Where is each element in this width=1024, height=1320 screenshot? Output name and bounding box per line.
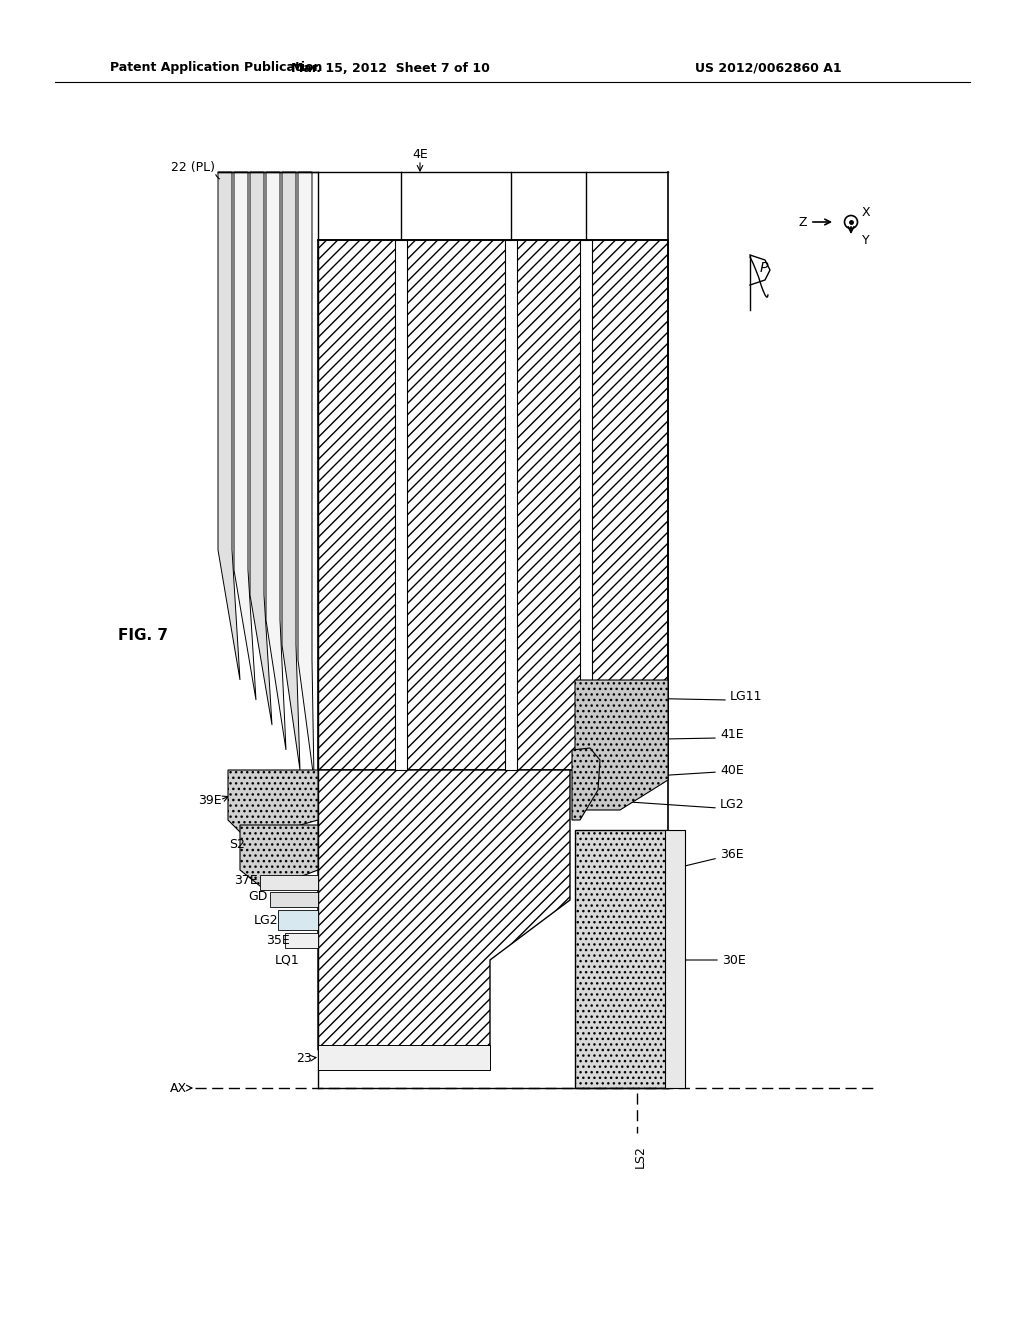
Polygon shape bbox=[318, 770, 570, 1049]
Text: 40E: 40E bbox=[720, 763, 743, 776]
Text: 23: 23 bbox=[296, 1052, 312, 1064]
Text: 22 (PL): 22 (PL) bbox=[171, 161, 215, 174]
Text: LG11: LG11 bbox=[730, 690, 763, 704]
Polygon shape bbox=[580, 240, 592, 770]
Text: Z: Z bbox=[799, 215, 807, 228]
Polygon shape bbox=[298, 172, 314, 780]
Polygon shape bbox=[572, 748, 600, 820]
Text: 41E: 41E bbox=[720, 729, 743, 742]
Text: 37E: 37E bbox=[234, 874, 258, 887]
Polygon shape bbox=[250, 172, 272, 725]
Polygon shape bbox=[395, 240, 407, 770]
Text: FIG. 7: FIG. 7 bbox=[118, 627, 168, 643]
Polygon shape bbox=[282, 172, 300, 770]
Text: Mar. 15, 2012  Sheet 7 of 10: Mar. 15, 2012 Sheet 7 of 10 bbox=[291, 62, 489, 74]
Text: LG2: LG2 bbox=[253, 913, 278, 927]
Text: P: P bbox=[760, 261, 768, 275]
Text: X: X bbox=[862, 206, 870, 219]
Polygon shape bbox=[575, 830, 668, 1088]
Polygon shape bbox=[285, 933, 318, 948]
Text: Y: Y bbox=[862, 234, 869, 247]
Polygon shape bbox=[665, 830, 685, 1088]
Text: 36E: 36E bbox=[720, 849, 743, 862]
Text: 35E: 35E bbox=[266, 933, 290, 946]
Text: 39E: 39E bbox=[199, 793, 222, 807]
Polygon shape bbox=[240, 825, 318, 890]
Polygon shape bbox=[278, 909, 318, 931]
Text: GD: GD bbox=[249, 891, 268, 903]
Text: AX: AX bbox=[170, 1081, 187, 1094]
Text: LQ1: LQ1 bbox=[275, 953, 300, 966]
Polygon shape bbox=[270, 892, 318, 907]
Text: LS2: LS2 bbox=[634, 1144, 646, 1168]
Polygon shape bbox=[228, 770, 318, 840]
Polygon shape bbox=[266, 172, 286, 750]
Polygon shape bbox=[234, 172, 256, 700]
Polygon shape bbox=[218, 172, 240, 680]
Text: LG2: LG2 bbox=[720, 799, 744, 812]
Text: S2: S2 bbox=[229, 838, 245, 851]
Polygon shape bbox=[260, 875, 318, 890]
Text: US 2012/0062860 A1: US 2012/0062860 A1 bbox=[695, 62, 842, 74]
Text: 30E: 30E bbox=[722, 953, 745, 966]
Text: 4E: 4E bbox=[412, 149, 428, 161]
Polygon shape bbox=[505, 240, 517, 770]
Text: Patent Application Publication: Patent Application Publication bbox=[110, 62, 323, 74]
Polygon shape bbox=[318, 240, 668, 770]
Polygon shape bbox=[575, 680, 668, 810]
Polygon shape bbox=[318, 1045, 490, 1071]
